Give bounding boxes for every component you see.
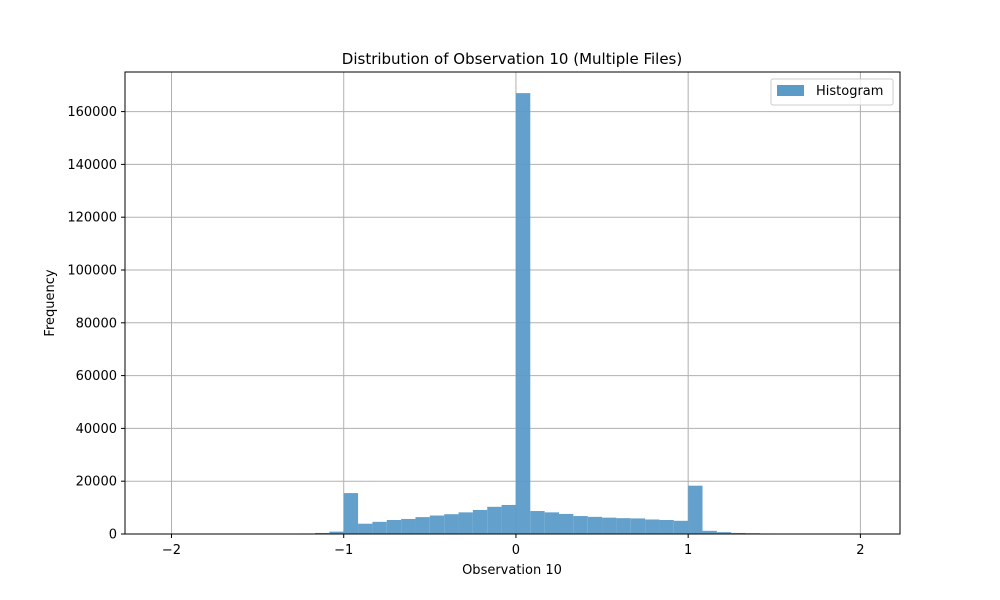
- y-tick-label: 80000: [76, 316, 117, 331]
- x-tick-label: 1: [684, 543, 692, 558]
- histogram-bar: [315, 532, 330, 534]
- histogram-bars: [300, 93, 775, 535]
- histogram-bar: [573, 516, 588, 534]
- histogram-bar: [501, 504, 516, 534]
- x-axis-ticks: −2 −1 0 1 2: [162, 534, 865, 558]
- legend-swatch: [777, 85, 804, 96]
- legend-label: Histogram: [816, 84, 883, 99]
- histogram-bar: [401, 518, 416, 534]
- x-tick-label: 2: [856, 543, 864, 558]
- histogram-bar: [731, 532, 746, 534]
- histogram-bar: [544, 512, 559, 534]
- x-tick-label: −1: [334, 543, 353, 558]
- histogram-bar: [616, 518, 631, 534]
- x-tick-label: 0: [512, 543, 520, 558]
- histogram-bar: [429, 515, 445, 534]
- y-tick-label: 0: [109, 528, 117, 543]
- legend: Histogram: [770, 78, 894, 106]
- y-tick-label: 140000: [67, 158, 117, 173]
- histogram-bar: [343, 493, 359, 534]
- histogram-bar: [386, 520, 402, 534]
- y-tick-label: 120000: [67, 211, 117, 226]
- histogram-bar: [716, 532, 732, 534]
- histogram-bar: [444, 514, 459, 534]
- histogram-bar: [415, 517, 430, 534]
- histogram-bar: [472, 509, 488, 534]
- plot-frame: [124, 71, 901, 535]
- histogram-bar: [329, 531, 344, 534]
- y-tick-label: 60000: [76, 369, 117, 384]
- y-tick-label: 160000: [67, 105, 117, 120]
- y-tick-label: 100000: [67, 264, 117, 279]
- y-axis-label: Frequency: [43, 269, 58, 336]
- histogram-bar: [630, 518, 646, 534]
- histogram-bar: [602, 517, 617, 534]
- histogram-bar: [673, 520, 689, 534]
- y-tick-label: 20000: [76, 475, 117, 490]
- histogram-bar: [530, 511, 545, 534]
- x-tick-label: −2: [162, 543, 181, 558]
- histogram-bar: [458, 512, 473, 534]
- histogram-bar: [372, 521, 387, 534]
- chart-title: Distribution of Observation 10 (Multiple…: [342, 50, 682, 68]
- y-axis-ticks: 0 20000 40000 60000 80000 100000 120000 140000 1…: [67, 105, 125, 543]
- y-tick-label: 40000: [76, 422, 117, 437]
- histogram-bar: [702, 530, 717, 534]
- x-axis-label: Observation 10: [462, 563, 562, 578]
- histogram-bar: [659, 520, 674, 534]
- histogram-bar: [645, 519, 660, 534]
- histogram-bar: [358, 523, 373, 534]
- histogram-bar: [587, 516, 603, 534]
- histogram-bar: [559, 513, 574, 534]
- histogram-bar: [487, 506, 502, 534]
- histogram-bar: [515, 93, 531, 535]
- histogram-bar: [688, 485, 703, 534]
